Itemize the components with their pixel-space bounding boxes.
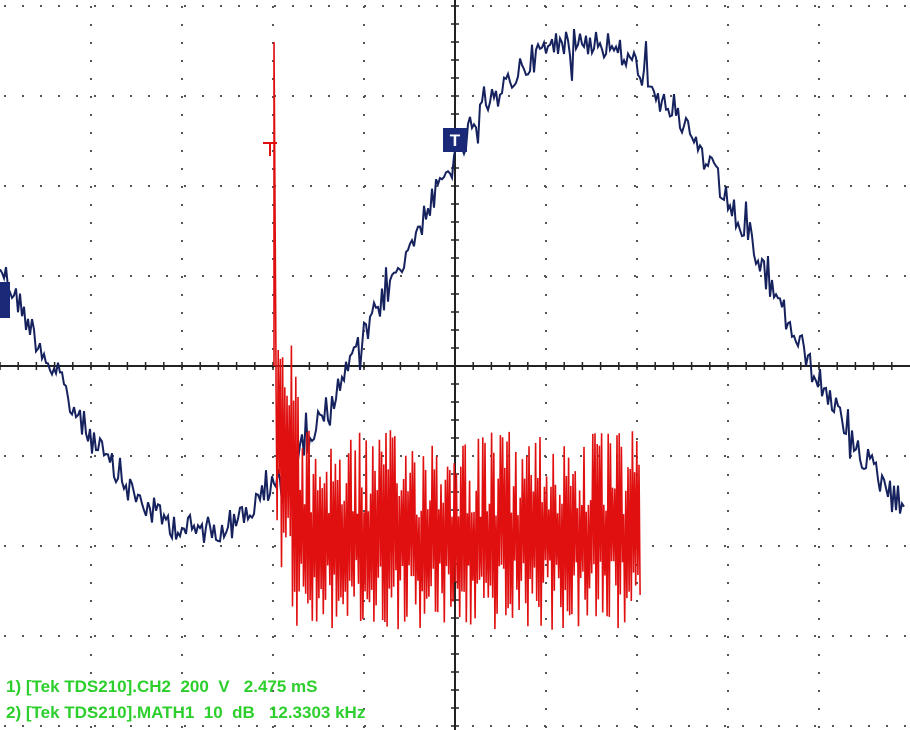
status-line: 1) [Tek TDS210].CH2 200 V 2.475 mS	[6, 677, 318, 696]
waveforms	[0, 28, 905, 630]
trigger-marker-box	[443, 128, 467, 152]
trigger-marker: T	[450, 131, 461, 150]
status-line: 2) [Tek TDS210].MATH1 10 dB 12.3303 kHz	[6, 703, 365, 722]
channel-waveform	[0, 28, 905, 543]
channel-marker	[0, 282, 10, 318]
math-marker	[263, 142, 277, 156]
math-waveform	[273, 41, 641, 630]
